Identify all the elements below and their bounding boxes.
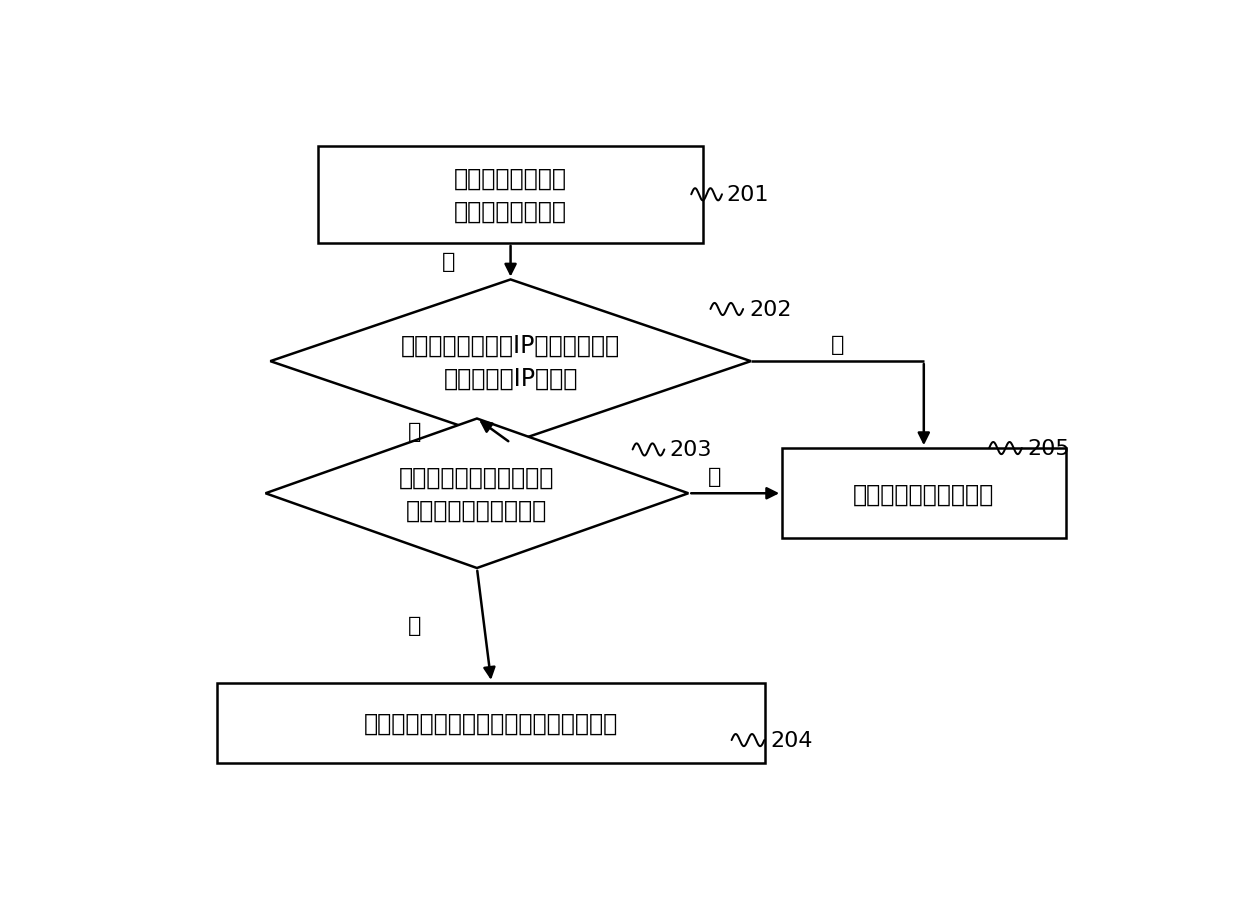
FancyBboxPatch shape <box>782 448 1065 538</box>
Text: 204: 204 <box>770 731 812 750</box>
Text: 由延伸加速节点为用户提供内容加速服务: 由延伸加速节点为用户提供内容加速服务 <box>365 711 619 735</box>
Text: 201: 201 <box>727 185 769 205</box>
Text: 否: 否 <box>831 335 844 354</box>
Text: 否: 否 <box>708 466 720 486</box>
Text: 205: 205 <box>1028 438 1070 458</box>
Text: 延伸加速节点不予响应: 延伸加速节点不予响应 <box>853 482 994 506</box>
Text: 请求数据包的目标IP地址是加速服
务器节点的IP地址？: 请求数据包的目标IP地址是加速服 务器节点的IP地址？ <box>401 333 620 391</box>
Text: 203: 203 <box>670 440 712 460</box>
Polygon shape <box>265 419 688 568</box>
Text: 202: 202 <box>749 299 791 319</box>
Text: 是: 是 <box>441 252 455 272</box>
Polygon shape <box>270 281 751 444</box>
FancyBboxPatch shape <box>319 146 703 244</box>
Text: 是: 是 <box>408 616 422 636</box>
Text: 延伸加速节点获取
请求数据包的复本: 延伸加速节点获取 请求数据包的复本 <box>454 166 567 224</box>
Text: 请求数据包请求的内容在
本延伸加速节点命中？: 请求数据包请求的内容在 本延伸加速节点命中？ <box>399 465 554 522</box>
Text: 是: 是 <box>408 421 422 441</box>
FancyBboxPatch shape <box>217 683 765 763</box>
